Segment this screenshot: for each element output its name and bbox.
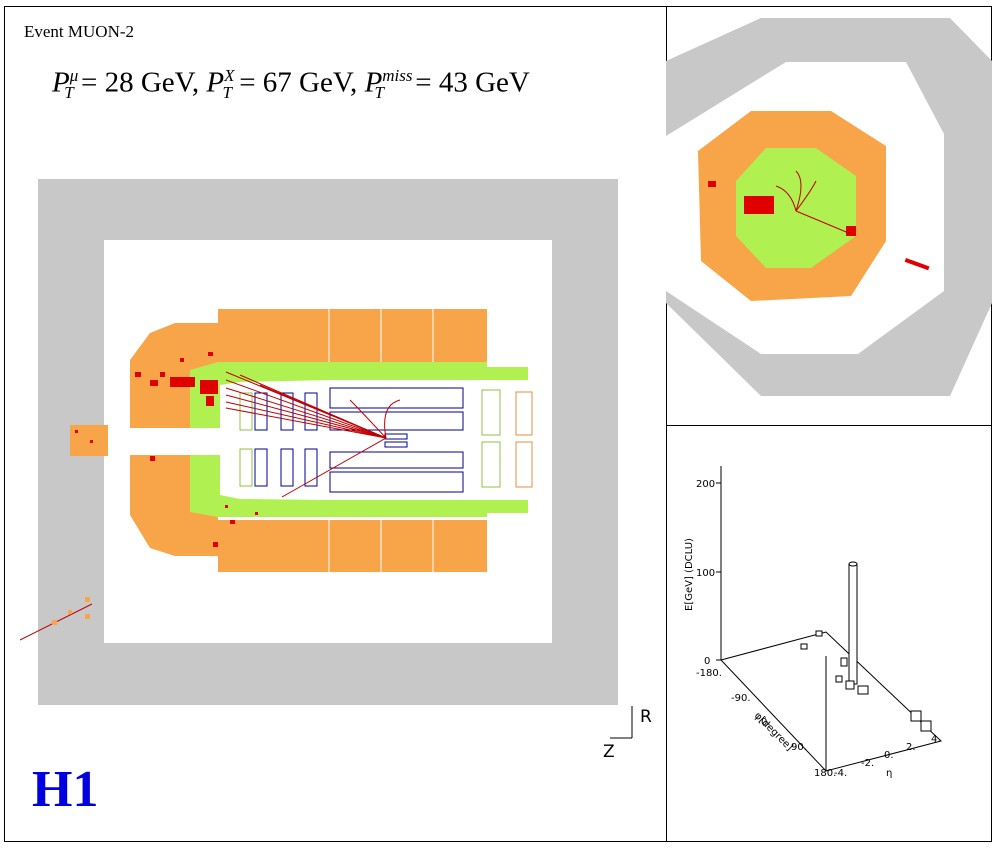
svg-text:4.: 4. (931, 734, 941, 745)
svg-text:-180.: -180. (696, 668, 722, 679)
lego-ylabel: E[GeV] (DCLU) (684, 538, 695, 611)
energy-deposits (75, 352, 258, 547)
svg-text:200: 200 (696, 479, 715, 490)
event-title: Event MUON-2 (24, 22, 135, 41)
hadronic-calorimeter-lower (130, 455, 487, 572)
svg-text:0.: 0. (884, 750, 894, 761)
h1-logo: H1 (32, 761, 99, 818)
tracker (254, 387, 464, 493)
em-ring (736, 148, 856, 268)
lego-plot: 200 100 0 E[GeV] (DCLU) -180. -90. 0. 90… (684, 466, 942, 779)
svg-text:-90.: -90. (731, 693, 751, 704)
eta-label: η (886, 768, 892, 779)
hadronic-calorimeter-upper (130, 309, 487, 428)
svg-text:2.: 2. (906, 742, 916, 753)
svg-text:0.: 0. (761, 717, 771, 728)
plug-calorimeter (70, 425, 108, 456)
lego-tower-peak (848, 561, 858, 685)
side-view-detector: R Z (19, 179, 652, 762)
panel-divider-vertical (666, 6, 667, 842)
panel-divider-horizontal (666, 425, 992, 426)
tracks (19, 371, 401, 641)
svg-text:100: 100 (696, 568, 715, 579)
rz-axis-indicator (610, 706, 633, 739)
svg-text:-2.: -2. (861, 758, 874, 769)
svg-text:-4.: -4. (834, 768, 847, 779)
display-frame (4, 6, 992, 842)
em-calorimeter-lower (190, 455, 528, 517)
svg-text:0: 0 (704, 656, 710, 667)
axis-r-label: R (640, 707, 652, 727)
axis-z-label: Z (603, 742, 615, 762)
svg-text:90.: 90. (791, 742, 807, 753)
em-calorimeter-upper (190, 362, 528, 428)
muon-system-inner (104, 240, 552, 643)
svg-text:180.: 180. (814, 768, 836, 779)
end-view-detector (666, 18, 992, 396)
kinematics-formula: PμT = 28 GeV, PXT = 67 GeV, PmissT = 43 … (52, 66, 530, 103)
